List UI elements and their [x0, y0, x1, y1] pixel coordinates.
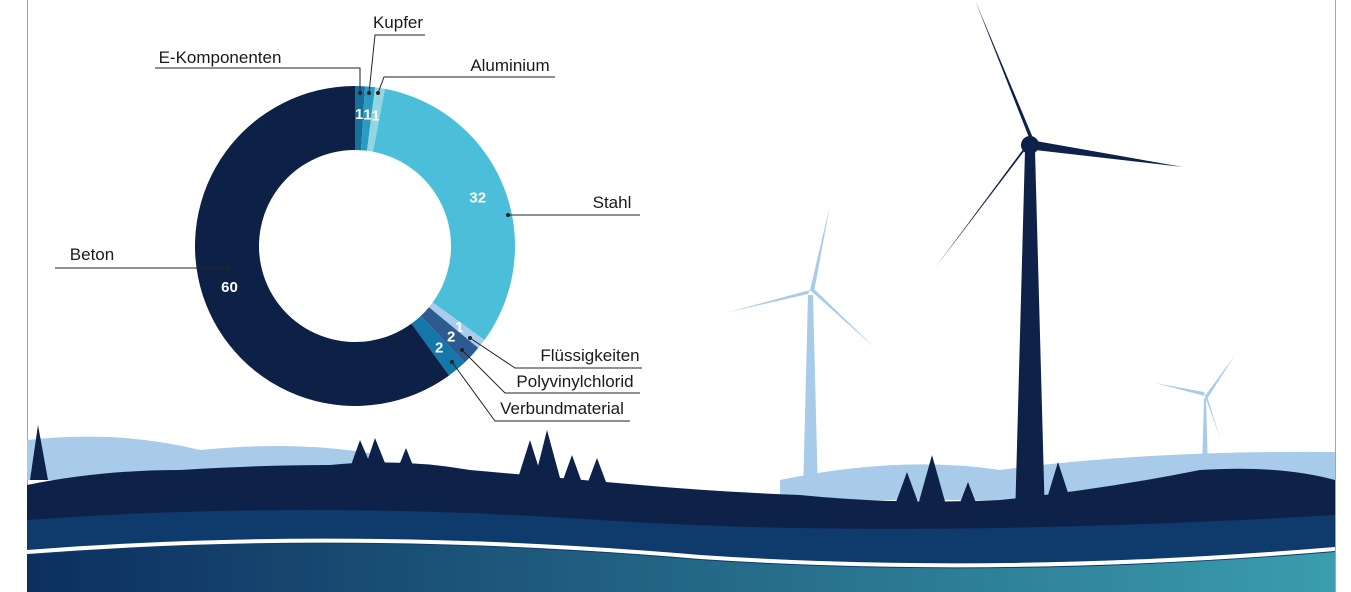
leader-dot — [460, 348, 464, 352]
value-label: 2 — [447, 328, 455, 345]
category-label: Beton — [70, 245, 114, 264]
landscape — [26, 0, 1336, 592]
leader-line — [461, 349, 640, 394]
leader-line — [451, 361, 630, 422]
donut-segment — [420, 307, 479, 363]
turbine-medium — [725, 205, 875, 495]
leader-line — [155, 67, 361, 93]
leader-dot — [367, 91, 371, 95]
leader-dot — [468, 336, 472, 340]
category-label: Kupfer — [373, 13, 423, 32]
category-label: Aluminium — [470, 56, 549, 75]
donut-segment — [195, 86, 450, 406]
value-label: 2 — [435, 340, 443, 357]
value-label: 1 — [363, 107, 371, 124]
value-label: 60 — [221, 279, 238, 296]
category-label: E-Komponenten — [159, 48, 282, 67]
leader-dot — [506, 213, 510, 217]
turbine-small — [1155, 355, 1235, 470]
leader-dot — [358, 91, 362, 95]
trees — [30, 425, 1072, 508]
donut-segment — [361, 86, 376, 151]
category-label: Verbundmaterial — [500, 399, 624, 418]
leader-dot — [226, 266, 230, 270]
leader-line — [368, 34, 425, 94]
leader-line — [469, 337, 642, 369]
category-label: Polyvinylchlorid — [516, 372, 633, 391]
leader-dot — [376, 91, 380, 95]
value-label: 32 — [469, 189, 486, 206]
value-label: 1 — [371, 108, 379, 125]
leader-dot — [450, 360, 454, 364]
turbine-large — [935, 0, 1183, 520]
donut: 1 E-Komponenten 1 Kupfer 1 Aluminium 32 Stahl 1 F… — [55, 13, 642, 422]
leader-line — [377, 76, 555, 94]
donut-segment — [355, 86, 366, 151]
category-label: Stahl — [593, 193, 632, 212]
value-label: 1 — [455, 319, 463, 336]
category-label: Flüssigkeiten — [540, 346, 639, 365]
donut-segment — [372, 88, 515, 341]
value-label: 1 — [355, 106, 363, 123]
donut-segment — [367, 87, 385, 152]
